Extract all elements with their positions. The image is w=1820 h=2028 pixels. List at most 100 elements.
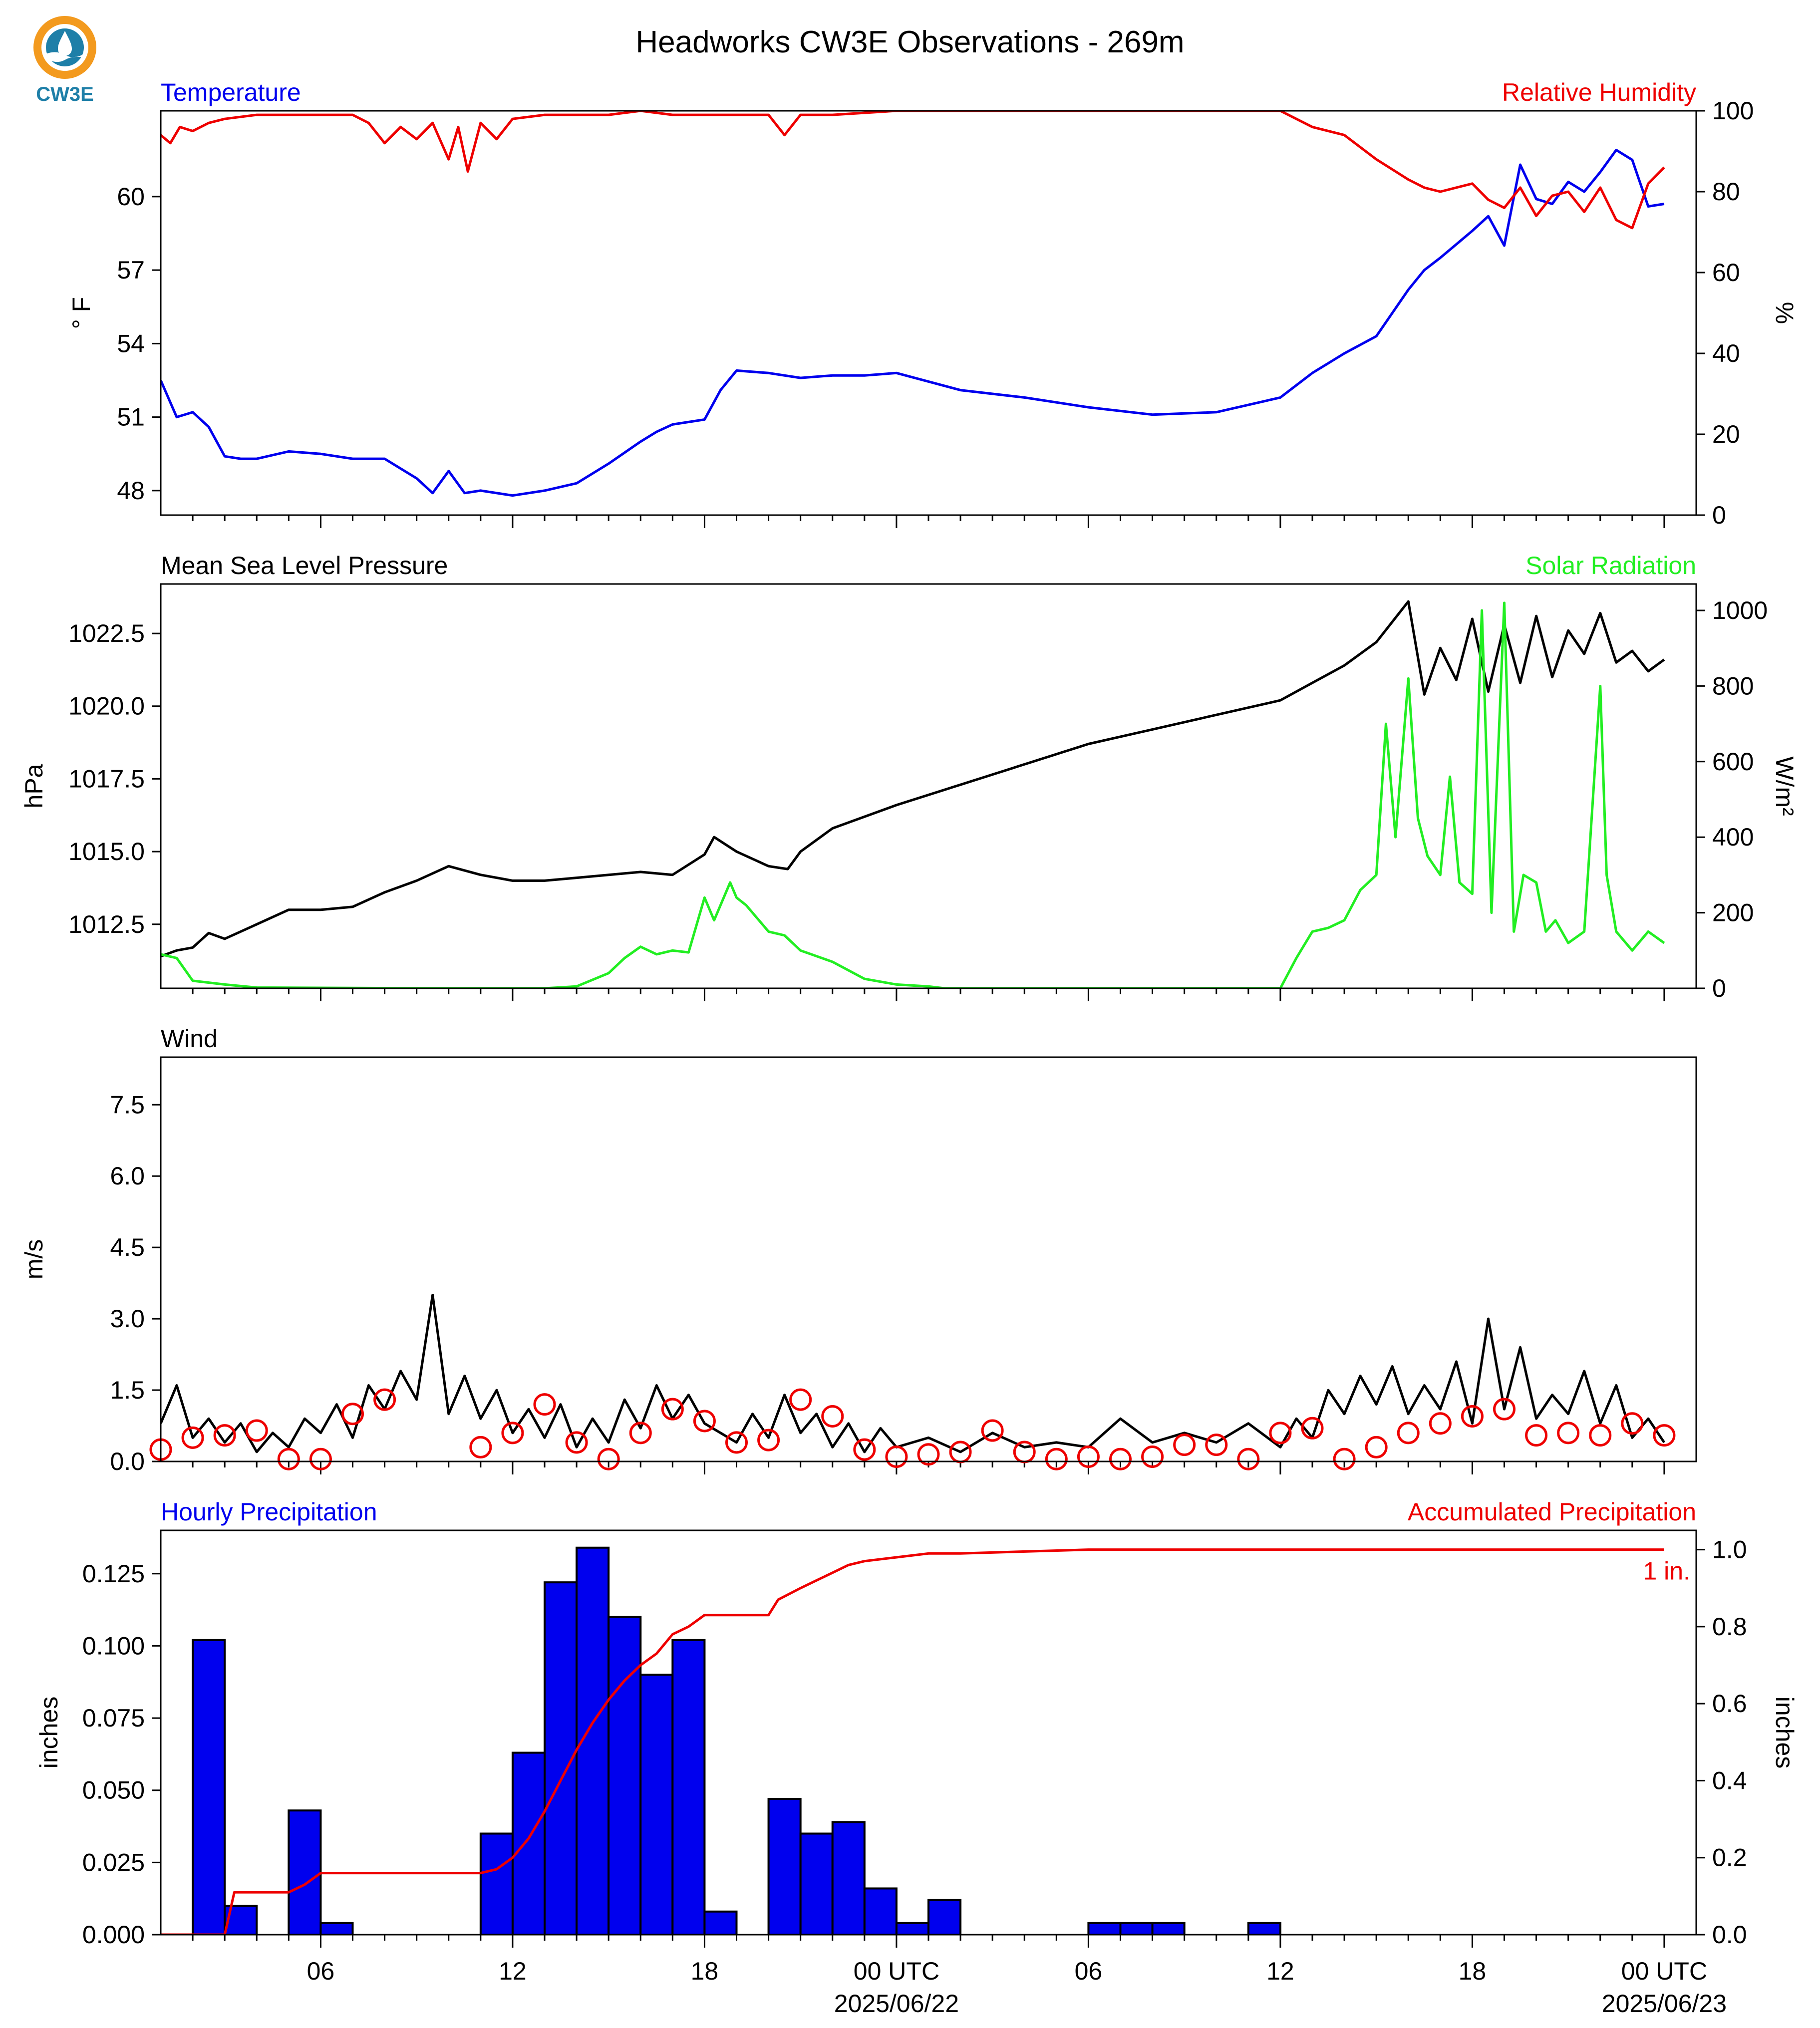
wind-calm-marker — [1141, 1445, 1164, 1468]
wind-calm-marker — [885, 1445, 908, 1468]
ylabel-left: ° F — [67, 297, 95, 329]
wind-calm-marker — [277, 1448, 300, 1470]
ytick-label-left: 6.0 — [110, 1162, 145, 1190]
ytick-label-left: 0.100 — [82, 1632, 145, 1660]
panel-title-left: Temperature — [161, 78, 301, 106]
precip-bar — [671, 1639, 706, 1935]
ytick-label-left: 1.5 — [110, 1376, 145, 1404]
precip-bar — [192, 1639, 226, 1935]
ylabel-left: m/s — [20, 1239, 48, 1280]
xtick-label: 18 — [1459, 1957, 1487, 1985]
wind-calm-marker — [1045, 1448, 1068, 1470]
wind-calm-marker — [1077, 1445, 1100, 1468]
wind-calm-marker — [1301, 1417, 1324, 1440]
ytick-label-left: 54 — [117, 329, 145, 357]
precip-bar — [607, 1616, 642, 1935]
ytick-label-left: 3.0 — [110, 1305, 145, 1333]
ytick-label-right: 0 — [1712, 974, 1726, 1002]
wind-calm-marker — [981, 1419, 1004, 1442]
panel-title-left: Wind — [161, 1025, 218, 1053]
wind-calm-marker — [1237, 1448, 1260, 1470]
wind-calm-marker — [309, 1448, 332, 1470]
xtick-label: 00 UTC — [1621, 1957, 1707, 1985]
ytick-label-right: 0.8 — [1712, 1613, 1747, 1641]
wind-calm-marker — [789, 1388, 812, 1411]
ytick-label-right: 0.2 — [1712, 1844, 1747, 1872]
panel-pressure_solar: Mean Sea Level Pressure Solar Radiation 10… — [20, 552, 1799, 1002]
ytick-label-left: 60 — [117, 183, 145, 211]
series-line-solar — [161, 601, 1665, 988]
ytick-label-right: 20 — [1712, 420, 1740, 448]
wind-calm-marker — [533, 1393, 556, 1416]
accum-annotation: 1 in. — [1643, 1557, 1690, 1585]
ytick-label-right: 0.6 — [1712, 1690, 1747, 1718]
ytick-label-right: 400 — [1712, 823, 1754, 851]
wind-calm-marker — [661, 1398, 684, 1421]
precip-bar — [703, 1910, 738, 1935]
ytick-label-right: 0.4 — [1712, 1766, 1747, 1794]
panel-title-left: Mean Sea Level Pressure — [161, 552, 448, 579]
precip-bar — [831, 1821, 866, 1935]
wind-calm-marker — [373, 1388, 396, 1411]
ytick-label-left: 1020.0 — [68, 692, 145, 720]
ytick-label-left: 0.000 — [82, 1921, 145, 1949]
ytick-label-right: 200 — [1712, 899, 1754, 927]
ytick-label-right: 1.0 — [1712, 1536, 1747, 1564]
wind-calm-marker — [341, 1403, 364, 1426]
wind-calm-marker — [501, 1422, 524, 1445]
wind-calm-marker — [917, 1443, 940, 1466]
wind-calm-marker — [1173, 1434, 1196, 1456]
panel-title-right: Relative Humidity — [1502, 78, 1696, 106]
panel-frame — [160, 583, 1697, 989]
ytick-label-right: 0.0 — [1712, 1921, 1747, 1949]
ytick-label-right: 60 — [1712, 259, 1740, 287]
panel-frame — [160, 110, 1697, 516]
ytick-label-left: 0.125 — [82, 1560, 145, 1588]
wind-calm-marker — [565, 1431, 588, 1454]
wind-calm-marker — [853, 1438, 876, 1461]
xtick-label: 06 — [307, 1957, 335, 1985]
ytick-label-left: 0.0 — [110, 1448, 145, 1475]
chart-panels: Temperature Relative Humidity485154576002… — [20, 78, 1799, 2018]
series-line-temperature — [161, 149, 1665, 497]
precip-bar — [1247, 1922, 1281, 1935]
xtick-label: 06 — [1075, 1957, 1103, 1985]
ytick-label-right: 0 — [1712, 501, 1726, 529]
ytick-label-left: 0.025 — [82, 1848, 145, 1876]
ytick-label-left: 57 — [117, 256, 145, 284]
wind-calm-marker — [1205, 1434, 1228, 1456]
ytick-label-right: 800 — [1712, 672, 1754, 700]
ytick-label-right: 1000 — [1712, 596, 1768, 624]
ytick-label-left: 51 — [117, 403, 145, 431]
wind-calm-marker — [1653, 1424, 1676, 1447]
wind-calm-marker — [1493, 1398, 1516, 1421]
logo-text: CW3E — [36, 83, 94, 105]
logo: CW3E — [33, 16, 96, 105]
precip-bar — [767, 1798, 802, 1935]
ylabel-left: inches — [35, 1697, 63, 1769]
precip-bar — [319, 1922, 354, 1935]
ytick-label-left: 1022.5 — [68, 619, 145, 647]
series-line-accum — [161, 1548, 1664, 1935]
ylabel-right: inches — [1771, 1697, 1799, 1769]
precip-bar — [863, 1887, 898, 1935]
panel-precip: Hourly Precipitation Accumulated Precipit… — [35, 1498, 1799, 1949]
wind-calm-marker — [1269, 1422, 1292, 1445]
wind-calm-marker — [629, 1422, 652, 1445]
wind-calm-marker — [725, 1431, 748, 1454]
ytick-label-left: 0.050 — [82, 1776, 145, 1804]
xdate-label: 2025/06/22 — [834, 1990, 959, 2018]
wind-calm-marker — [757, 1429, 780, 1451]
ytick-label-left: 48 — [117, 477, 145, 505]
ylabel-left: hPa — [20, 764, 48, 808]
panel-title-right: Solar Radiation — [1525, 552, 1696, 579]
ylabel-right: % — [1771, 302, 1799, 324]
panel-temp_rh: Temperature Relative Humidity 48 51 54 57 60 0 2… — [67, 78, 1799, 529]
xtick-label: 12 — [1266, 1957, 1294, 1985]
ytick-label-right: 600 — [1712, 748, 1754, 776]
precip-bar — [1087, 1922, 1122, 1935]
wind-calm-marker — [1525, 1424, 1548, 1447]
panel-frame — [160, 1529, 1697, 1936]
wind-calm-marker — [1429, 1412, 1452, 1435]
